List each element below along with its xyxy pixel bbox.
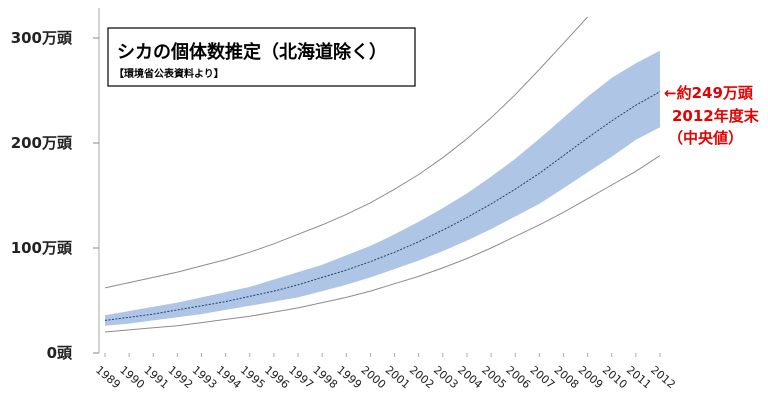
annotation-note: （中央値） — [668, 129, 743, 147]
x-tick-label: 2010 — [600, 363, 630, 391]
annotation-value: ←約249万頭 — [664, 84, 754, 102]
x-tick-label: 1989 — [93, 363, 123, 391]
chart-title: シカの個体数推定（北海道除く） — [117, 41, 387, 63]
x-tick-label: 1992 — [165, 363, 195, 391]
y-tick-label: 200万頭 — [11, 134, 73, 152]
x-tick-label: 1993 — [190, 363, 220, 391]
x-tick-label: 2004 — [455, 363, 485, 391]
y-tick-label: 100万頭 — [11, 239, 73, 257]
confidence-band — [105, 50, 660, 326]
annotation-date: 2012年度末 — [672, 107, 760, 125]
x-tick-label: 2011 — [624, 363, 654, 391]
annotation: ←約249万頭 2012年度末 （中央値） — [664, 84, 760, 147]
y-tick-label: 0頭 — [47, 344, 73, 362]
chart-subtitle: 【環境省公表資料より】 — [114, 67, 224, 80]
x-tick-label: 2008 — [552, 363, 582, 391]
x-tick-label: 2003 — [431, 363, 461, 391]
confidence-band-area — [105, 50, 660, 326]
x-tick-label: 1994 — [214, 363, 244, 391]
x-tick-label: 1998 — [310, 363, 340, 391]
x-tick-label: 2000 — [359, 363, 389, 391]
x-tick-label: 2001 — [383, 363, 413, 391]
x-tick-label: 1995 — [238, 363, 268, 391]
x-tick-label: 1997 — [286, 363, 316, 391]
title-box: シカの個体数推定（北海道除く） 【環境省公表資料より】 — [107, 27, 416, 87]
outer-bound-lines — [104, 16, 661, 333]
x-tick-label: 2009 — [576, 363, 606, 391]
x-tick-label: 2007 — [527, 363, 557, 391]
y-tick-label: 300万頭 — [11, 29, 73, 47]
x-tick-label: 2002 — [407, 363, 437, 391]
median-line — [104, 91, 661, 321]
outer-upper-line — [104, 16, 588, 289]
x-tick-label: 2006 — [503, 363, 533, 391]
median-series-line — [104, 91, 661, 321]
outer-lower-line — [104, 155, 661, 333]
x-tick-label: 1999 — [334, 363, 364, 391]
x-tick-label: 1996 — [262, 363, 292, 391]
x-tick-label: 2012 — [648, 363, 678, 391]
x-tick-label: 1991 — [141, 363, 171, 391]
x-tick-label: 1990 — [117, 363, 147, 391]
x-tick-label: 2005 — [479, 363, 509, 391]
title-box-frame — [107, 27, 416, 87]
